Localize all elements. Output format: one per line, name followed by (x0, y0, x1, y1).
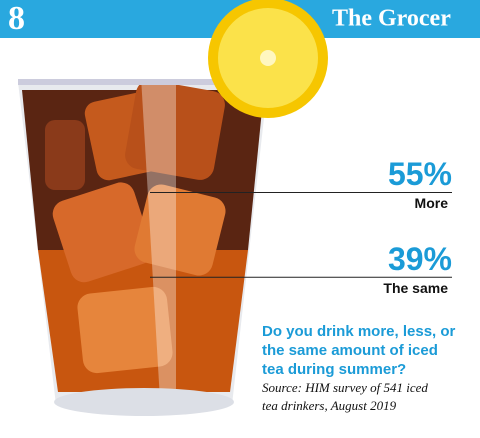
source: Source: HIM survey of 541 iced (262, 380, 428, 395)
brand: The Grocer (332, 6, 451, 32)
value-label: 39% (388, 241, 452, 277)
value-label: 55% (388, 156, 452, 192)
category-label: More (415, 195, 449, 211)
lemon (208, 0, 328, 118)
glass (18, 60, 268, 416)
source: tea drinkers, August 2019 (262, 398, 397, 413)
question: Do you drink more, less, or (262, 323, 456, 340)
category-label: The same (383, 280, 448, 296)
question: tea during summer? (262, 361, 406, 378)
issue-number: 8 (8, 0, 25, 37)
question: the same amount of iced (262, 342, 438, 359)
